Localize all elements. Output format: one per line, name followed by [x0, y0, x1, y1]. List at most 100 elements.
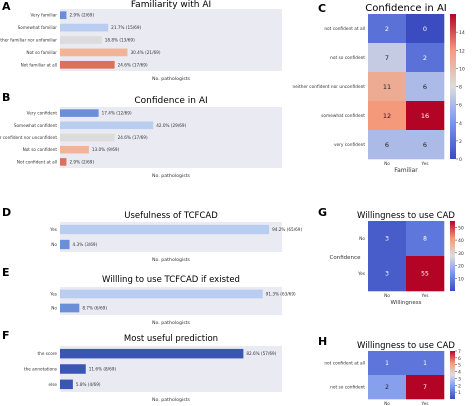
row-label-C: not so confident [330, 55, 365, 61]
panel-letter-C: C [318, 2, 326, 15]
x-axis-label-E: No. pathologists [152, 320, 191, 326]
col-label-G: No [384, 293, 390, 299]
heatmap-cell-G [406, 256, 445, 292]
bar-value-label-D: 94.2% (65/69) [272, 227, 302, 232]
heatmap-value-G: 55 [421, 271, 429, 278]
panel-title-G: Willingness to use CAD [357, 211, 455, 221]
row-label-C: neither confident nor unconfident [293, 84, 366, 90]
heatmap-cell-C [368, 43, 407, 73]
category-label-F: the score [38, 351, 58, 356]
bar-F [60, 364, 86, 374]
heatmap-cell-C [368, 130, 407, 160]
category-label-A: Not familiar at all [21, 62, 57, 67]
colorbar-tick-label-G: 50 [458, 225, 464, 231]
panel-title-E: Willling to use TCFCAD if existed [102, 275, 240, 285]
x-axis-label-C: Familiar [394, 167, 418, 174]
panel-title-D: Usefulness of TCFCAD [124, 211, 218, 221]
bar-value-label-E: 91.3% (63/69) [266, 292, 296, 297]
category-label-F: the annotations [24, 367, 57, 372]
heatmap-cell-C [406, 101, 445, 131]
bar-value-label-A: 24.6% (17/69) [118, 62, 148, 67]
bar-F [60, 379, 73, 390]
bar-E [60, 303, 80, 313]
heatmap-value-H: 2 [385, 384, 389, 391]
panel-letter-H: H [318, 335, 327, 348]
colorbar-tick-label-H: 1 [458, 390, 461, 396]
col-label-C: No [384, 161, 390, 167]
heatmap-value-C: 7 [385, 54, 389, 62]
bar-D [60, 239, 70, 250]
heatmap-value-H: 1 [423, 360, 427, 367]
heatmap-value-G: 3 [385, 236, 389, 243]
col-label-H: Yes [421, 401, 430, 406]
panel-letter-D: D [2, 206, 11, 219]
row-label-H: not so confident [330, 385, 365, 391]
heatmap-cell-C [406, 43, 445, 73]
heatmap-value-G: 8 [423, 236, 427, 243]
bar-value-label-A: 21.7% (15/69) [111, 25, 141, 30]
colorbar-G [450, 221, 455, 291]
heatmap-value-C: 6 [423, 83, 427, 91]
x-axis-label-A: No. pathologists [152, 76, 191, 82]
bar-value-label-F: 5.8% (4/69) [76, 382, 101, 387]
colorbar-tick-label-H: 7 [458, 349, 461, 355]
colorbar-tick-label-H: 4 [458, 370, 461, 376]
bar-value-label-B: 17.4% (12/69) [102, 111, 132, 116]
bar-A [60, 11, 67, 20]
bar-F [60, 348, 244, 359]
panel-letter-B: B [2, 91, 10, 104]
heatmap-cell-H [406, 375, 445, 400]
panel-title-H: Willingness to use CAD [357, 341, 455, 351]
heatmap-cell-H [406, 351, 445, 376]
colorbar-tick-label-C: 6 [459, 103, 462, 109]
bar-A [60, 36, 102, 44]
category-label-B: Neither confident nor unconfident [0, 135, 57, 140]
row-label-H: not confident at all [324, 361, 365, 367]
heatmap-value-C: 2 [423, 54, 427, 62]
colorbar-tick-label-C: 4 [459, 121, 462, 127]
bar-D [60, 224, 270, 235]
panel-letter-E: E [2, 266, 10, 279]
panel-H: H Willingness to use CAD 1 1 2 7 not confident… [318, 335, 461, 406]
row-label-C: very confident [334, 142, 365, 148]
heatmap-cell-H [368, 375, 407, 400]
category-label-F: else [49, 382, 58, 387]
panel-C: C Confidence in AI 2 0 7 2 11 6 12 16 6 6 not confid… [293, 2, 465, 174]
bar-value-label-B: 13.0% (9/69) [92, 147, 120, 152]
colorbar-tick-label-G: 20 [458, 264, 464, 270]
colorbar-C [450, 14, 456, 159]
heatmap-value-C: 11 [383, 83, 391, 91]
heatmap-cell-C [368, 72, 407, 102]
bar-value-label-A: 18.8% (13/69) [105, 38, 135, 43]
colorbar-tick-label-C: 14 [459, 30, 465, 36]
heatmap-cell-C [368, 14, 407, 44]
y-axis-label-G: Confidence [330, 255, 362, 261]
bar-B [60, 158, 67, 166]
colorbar-tick-label-H: 3 [458, 376, 461, 382]
panel-F: F Most useful prediction the score 82.6% (5… [2, 329, 282, 403]
category-label-B: Somewhat confident [14, 123, 58, 128]
colorbar-tick-label-C: 10 [459, 66, 465, 72]
bar-A [60, 60, 115, 69]
bar-value-label-F: 11.6% (8/69) [89, 367, 117, 372]
category-label-A: Neither familiar nor unfamiliar [0, 38, 57, 43]
bar-value-label-A: 30.4% (21/69) [130, 50, 160, 55]
heatmap-value-C: 16 [421, 112, 429, 120]
category-label-A: Very familiar [30, 13, 57, 18]
bar-value-label-B: 2.9% (2/69) [69, 159, 94, 164]
bar-B [60, 145, 89, 154]
col-label-G: Yes [421, 293, 430, 299]
row-label-G: Yes [357, 271, 366, 277]
category-label-B: Not so confident [23, 147, 58, 152]
bar-value-label-A: 2.9% (2/69) [69, 13, 94, 18]
heatmap-value-C: 2 [385, 25, 389, 33]
x-axis-label-B: No. pathologists [152, 173, 191, 179]
x-axis-label-F: No. pathologists [152, 397, 191, 403]
heatmap-value-C: 6 [423, 141, 427, 149]
category-label-D: No [51, 242, 57, 247]
panel-letter-G: G [318, 206, 327, 219]
colorbar-tick-label-C: 8 [459, 85, 462, 91]
colorbar-tick-label-H: 5 [458, 363, 461, 369]
